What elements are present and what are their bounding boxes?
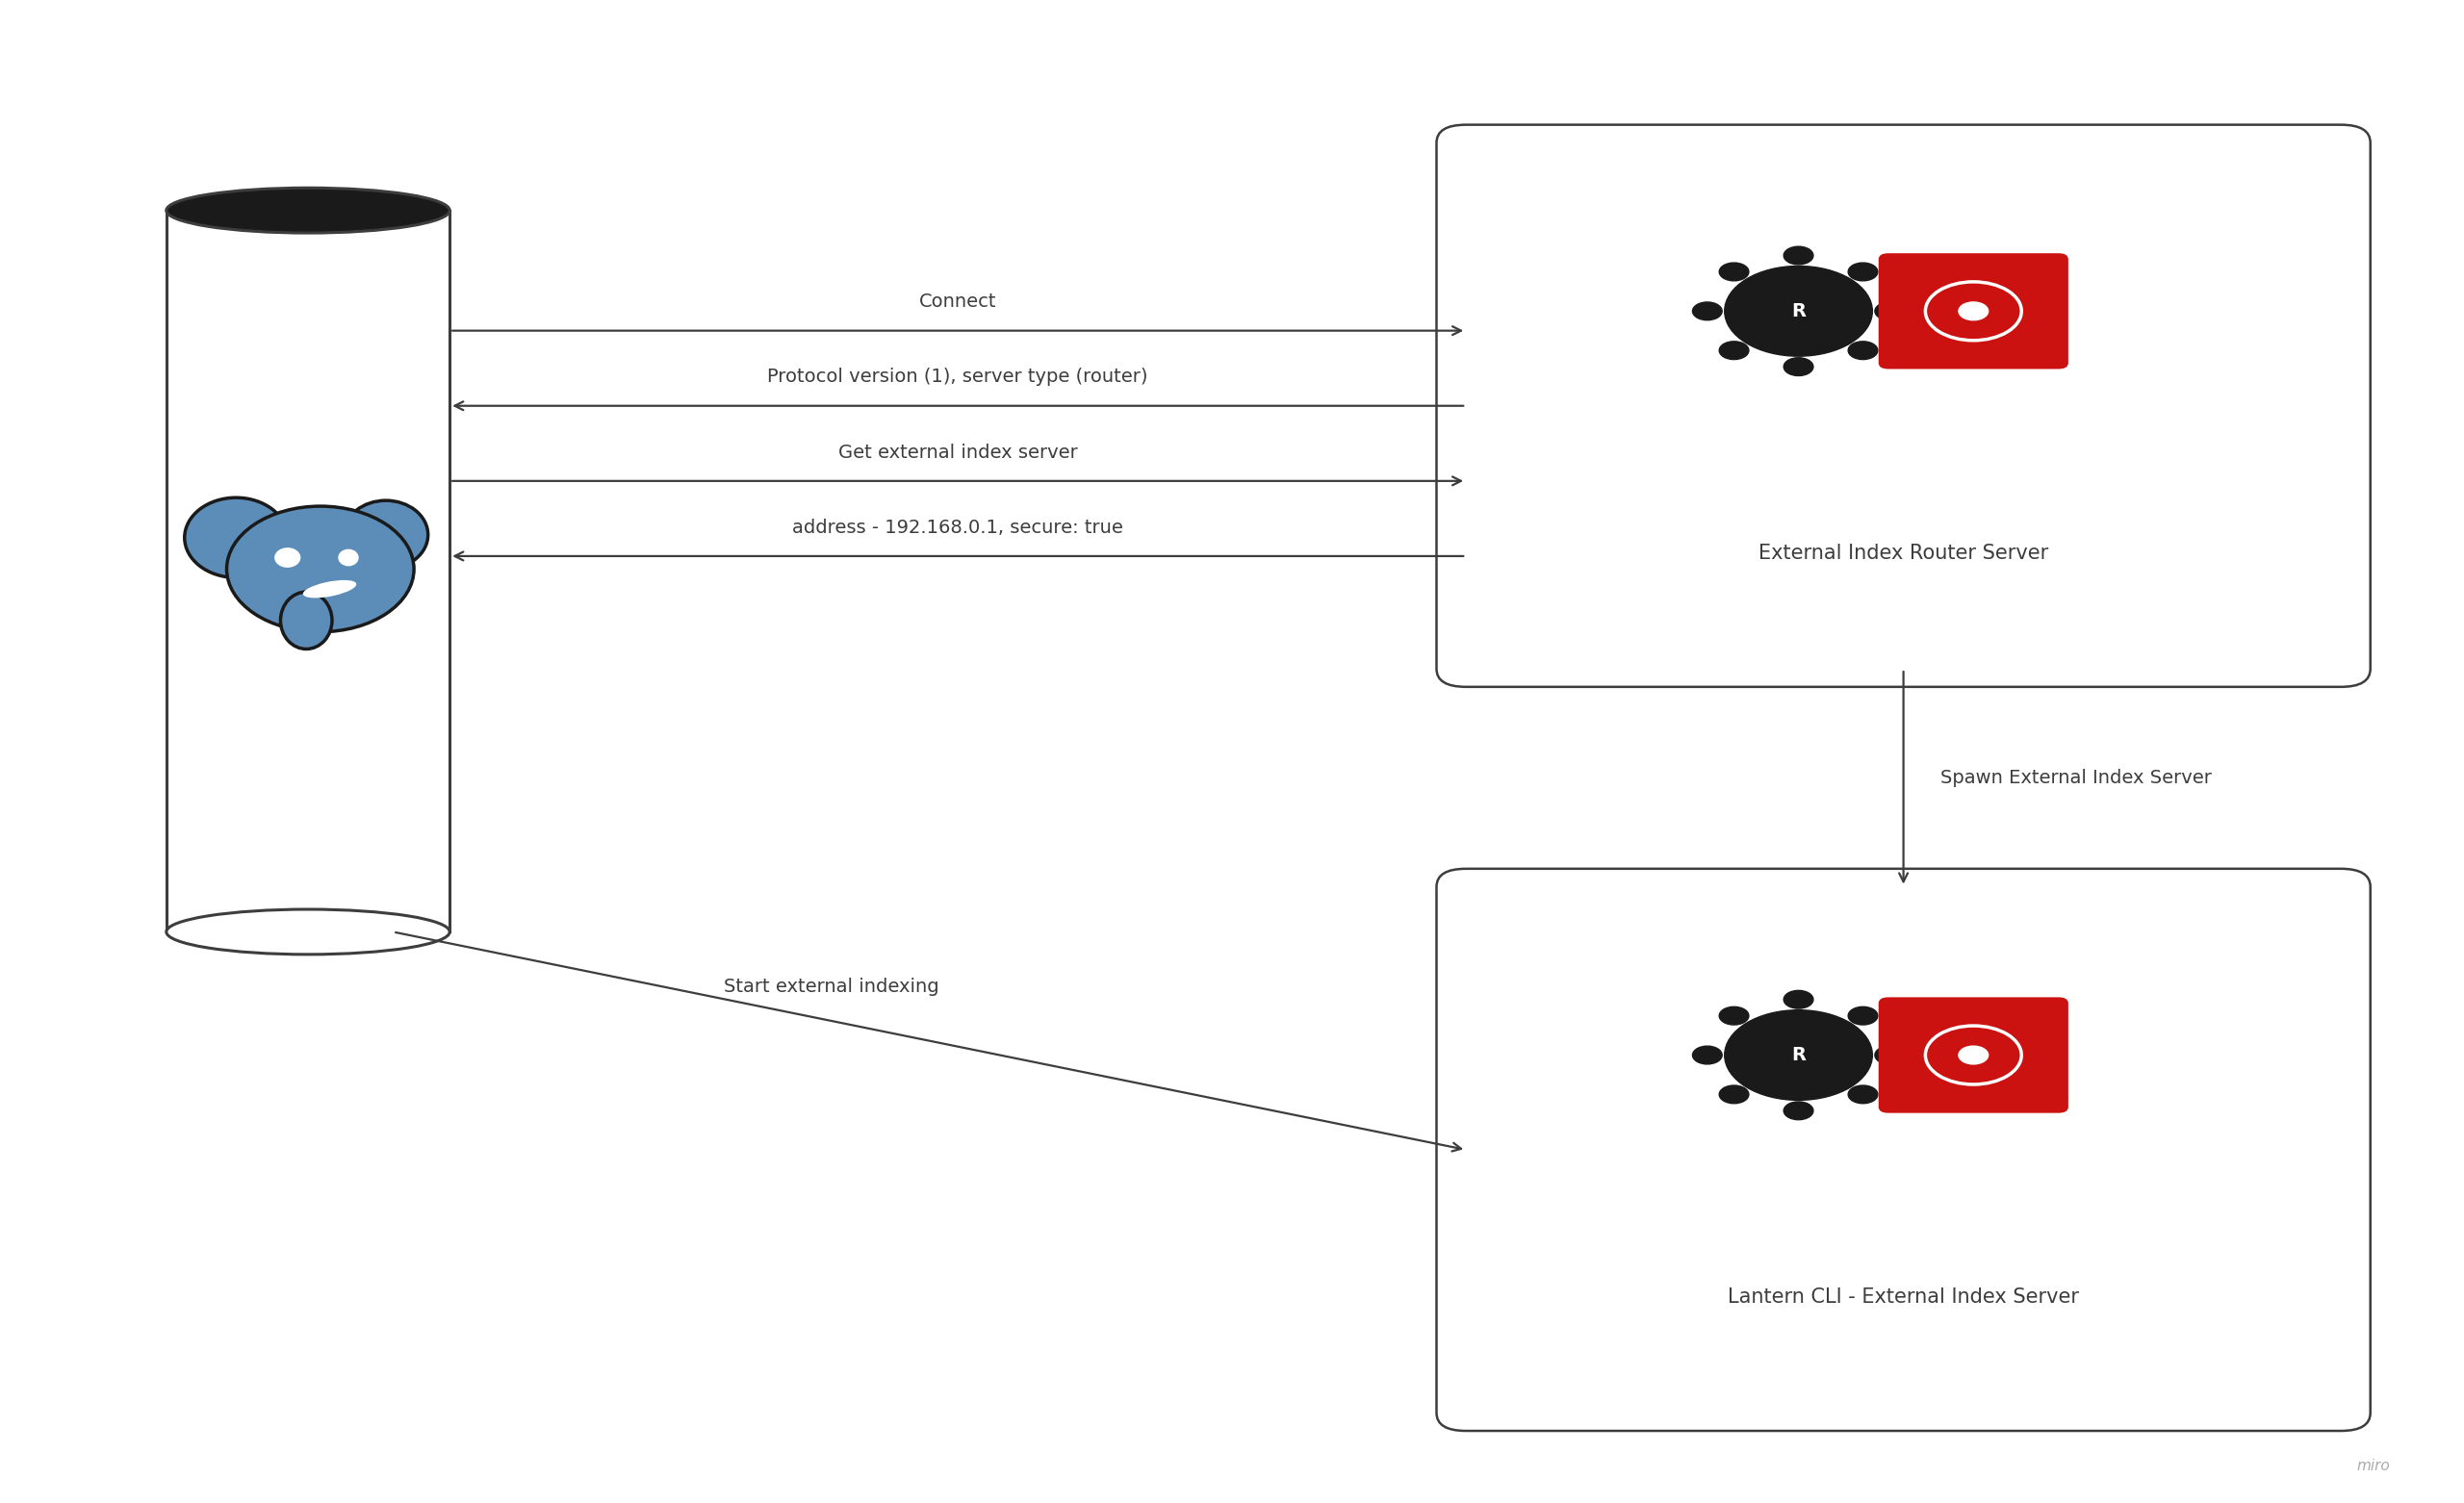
Circle shape <box>1693 1046 1722 1064</box>
Ellipse shape <box>274 547 301 568</box>
Circle shape <box>1725 1010 1873 1100</box>
FancyBboxPatch shape <box>1878 998 2067 1112</box>
FancyBboxPatch shape <box>1437 125 2370 687</box>
FancyBboxPatch shape <box>1878 253 2067 370</box>
Circle shape <box>1784 1102 1814 1120</box>
Text: R: R <box>1791 302 1806 320</box>
Circle shape <box>1720 263 1749 281</box>
Text: miro: miro <box>2356 1458 2390 1473</box>
Circle shape <box>1784 358 1814 376</box>
FancyBboxPatch shape <box>168 210 448 932</box>
Text: Get external index server: Get external index server <box>838 443 1077 461</box>
Ellipse shape <box>338 549 360 567</box>
Text: Lantern CLI - External Index Server: Lantern CLI - External Index Server <box>1727 1288 2080 1306</box>
Circle shape <box>1848 1085 1878 1103</box>
Text: address - 192.168.0.1, secure: true: address - 192.168.0.1, secure: true <box>793 519 1124 537</box>
Text: R: R <box>1791 1046 1806 1064</box>
Circle shape <box>1720 341 1749 359</box>
Circle shape <box>1959 302 1988 320</box>
Ellipse shape <box>165 188 451 233</box>
Ellipse shape <box>185 497 288 577</box>
Circle shape <box>1784 990 1814 1009</box>
Ellipse shape <box>303 580 357 598</box>
Ellipse shape <box>345 500 429 570</box>
Text: Start external indexing: Start external indexing <box>724 977 939 995</box>
Text: Protocol version (1), server type (router): Protocol version (1), server type (route… <box>769 368 1148 386</box>
Circle shape <box>1959 1046 1988 1064</box>
Text: External Index Router Server: External Index Router Server <box>1759 544 2048 562</box>
Ellipse shape <box>281 592 333 649</box>
Circle shape <box>1848 1007 1878 1025</box>
Circle shape <box>1720 1007 1749 1025</box>
Circle shape <box>1720 1085 1749 1103</box>
Circle shape <box>1784 246 1814 265</box>
FancyBboxPatch shape <box>1437 869 2370 1431</box>
Circle shape <box>1848 341 1878 359</box>
Ellipse shape <box>165 909 451 954</box>
Circle shape <box>1875 1046 1905 1064</box>
Ellipse shape <box>227 507 414 631</box>
Circle shape <box>1875 302 1905 320</box>
Circle shape <box>1848 263 1878 281</box>
Circle shape <box>1725 266 1873 356</box>
Circle shape <box>1693 302 1722 320</box>
Text: Connect: Connect <box>919 293 995 311</box>
Text: Spawn External Index Server: Spawn External Index Server <box>1942 768 2213 788</box>
